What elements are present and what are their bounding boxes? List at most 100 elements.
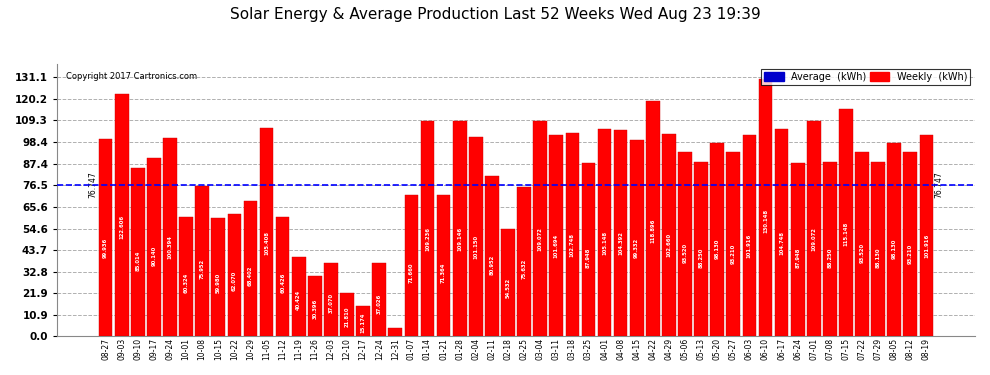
Text: 80.952: 80.952 <box>489 254 494 274</box>
Bar <box>308 276 322 336</box>
Bar <box>678 152 692 336</box>
Bar <box>840 109 852 336</box>
Bar <box>115 94 129 336</box>
Text: 88.250: 88.250 <box>828 248 833 268</box>
Text: 93.520: 93.520 <box>682 243 687 263</box>
Bar <box>646 102 659 336</box>
Bar <box>452 121 466 336</box>
Bar <box>179 217 193 336</box>
Text: 105.408: 105.408 <box>264 231 269 255</box>
Text: 76.747: 76.747 <box>935 171 943 198</box>
Bar <box>630 140 644 336</box>
Bar <box>356 306 370 336</box>
Text: 54.532: 54.532 <box>506 278 511 298</box>
Text: 40.424: 40.424 <box>296 290 301 310</box>
Bar <box>517 187 531 336</box>
Text: 60.426: 60.426 <box>280 273 285 293</box>
Text: 88.250: 88.250 <box>699 248 704 268</box>
Bar <box>727 152 741 336</box>
Text: 93.520: 93.520 <box>859 243 864 263</box>
Bar <box>372 263 386 336</box>
Text: 21.810: 21.810 <box>345 307 349 327</box>
Bar <box>534 121 547 336</box>
Bar <box>920 135 934 336</box>
Bar <box>758 79 772 336</box>
Text: 90.140: 90.140 <box>151 246 156 266</box>
Text: 87.948: 87.948 <box>795 248 800 268</box>
Bar <box>565 134 579 336</box>
Text: 87.948: 87.948 <box>586 248 591 268</box>
Bar <box>341 293 353 336</box>
Bar <box>148 158 160 336</box>
Bar <box>871 162 885 336</box>
Bar <box>388 328 402 336</box>
Text: 122.606: 122.606 <box>119 215 124 239</box>
Text: 104.392: 104.392 <box>618 232 623 255</box>
Bar <box>807 121 821 336</box>
Text: 75.632: 75.632 <box>522 259 527 279</box>
Bar <box>662 134 676 336</box>
Bar <box>292 256 306 336</box>
Bar <box>549 135 563 336</box>
Bar <box>614 130 628 336</box>
Text: 71.660: 71.660 <box>409 262 414 283</box>
Bar <box>421 121 435 336</box>
Text: 101.916: 101.916 <box>924 234 929 258</box>
Text: 99.332: 99.332 <box>635 238 640 258</box>
Text: 109.072: 109.072 <box>538 228 543 251</box>
Text: 98.130: 98.130 <box>715 239 720 260</box>
Bar <box>469 136 482 336</box>
Bar <box>823 162 837 336</box>
Text: 93.210: 93.210 <box>731 243 736 264</box>
Text: 130.148: 130.148 <box>763 209 768 233</box>
Text: 88.130: 88.130 <box>875 248 881 268</box>
Bar <box>711 142 724 336</box>
Bar <box>244 201 257 336</box>
Bar <box>131 168 145 336</box>
Text: Copyright 2017 Cartronics.com: Copyright 2017 Cartronics.com <box>66 72 197 81</box>
Text: 75.952: 75.952 <box>200 259 205 279</box>
Bar <box>887 142 901 336</box>
Text: 104.748: 104.748 <box>779 231 784 255</box>
Bar <box>163 138 177 336</box>
Bar <box>485 177 499 336</box>
Text: 101.916: 101.916 <box>746 234 751 258</box>
Bar <box>405 195 418 336</box>
Text: 99.936: 99.936 <box>103 237 108 258</box>
Text: 102.748: 102.748 <box>570 233 575 257</box>
Text: 15.174: 15.174 <box>360 313 365 333</box>
Bar <box>437 195 450 336</box>
Text: 68.402: 68.402 <box>248 266 253 286</box>
Bar <box>904 152 917 336</box>
Text: 98.130: 98.130 <box>892 239 897 260</box>
Bar <box>598 129 612 336</box>
Legend: Average  (kWh), Weekly  (kWh): Average (kWh), Weekly (kWh) <box>761 69 970 85</box>
Text: Solar Energy & Average Production Last 52 Weeks Wed Aug 23 19:39: Solar Energy & Average Production Last 5… <box>230 8 760 22</box>
Text: 30.396: 30.396 <box>312 299 318 320</box>
Bar <box>501 229 515 336</box>
Bar <box>791 163 805 336</box>
Text: 105.148: 105.148 <box>602 231 607 255</box>
Text: 118.896: 118.896 <box>650 219 655 243</box>
Bar <box>99 139 113 336</box>
Bar <box>742 135 756 336</box>
Bar <box>195 186 209 336</box>
Text: 37.026: 37.026 <box>377 293 382 314</box>
Bar <box>775 129 788 336</box>
Text: 93.210: 93.210 <box>908 243 913 264</box>
Text: 109.236: 109.236 <box>425 227 430 251</box>
Bar <box>228 214 242 336</box>
Text: 100.394: 100.394 <box>167 235 172 259</box>
Bar <box>694 162 708 336</box>
Text: 102.660: 102.660 <box>666 233 671 257</box>
Bar <box>212 218 225 336</box>
Text: 76.747: 76.747 <box>88 171 98 198</box>
Text: 101.150: 101.150 <box>473 234 478 258</box>
Bar <box>259 128 273 336</box>
Text: 71.364: 71.364 <box>442 263 446 283</box>
Text: 115.148: 115.148 <box>843 222 848 246</box>
Text: 60.324: 60.324 <box>183 273 188 293</box>
Text: 109.072: 109.072 <box>811 228 817 251</box>
Bar <box>855 152 869 336</box>
Text: 85.014: 85.014 <box>136 251 141 271</box>
